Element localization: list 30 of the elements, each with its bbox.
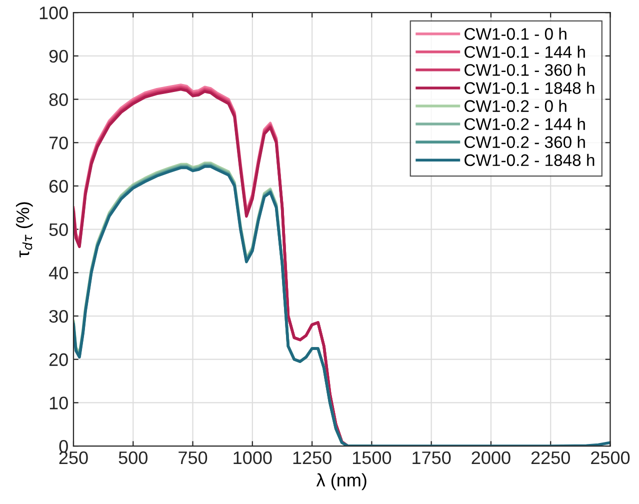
y-tick-label: 40 [48, 266, 68, 280]
legend-label: CW1-0.2 - 0 h [464, 100, 566, 112]
y-axis-title: τ$_{dτ}$ (%) [16, 202, 33, 258]
x-tick-label: 250 [59, 451, 88, 464]
legend-label: CW1-0.2 - 1848 h [464, 154, 594, 166]
legend-label: CW1-0.1 - 360 h [464, 64, 585, 76]
legend-label: CW1-0.2 - 360 h [464, 136, 585, 148]
legend-label: CW1-0.1 - 1848 h [464, 82, 594, 94]
legend-label: CW1-0.2 - 144 h [464, 118, 585, 130]
y-tick-label: 30 [49, 310, 68, 323]
x-tick-label: 1000 [234, 451, 272, 464]
legend-label: CW1-0.1 - 144 h [464, 46, 585, 58]
y-tick-label: 20 [49, 353, 68, 366]
legend-label: CW1-0.1 - 0 h [464, 28, 566, 40]
x-tick-label: 2250 [531, 451, 570, 464]
x-tick-label: 2000 [472, 451, 510, 464]
y-tick-label: 80 [49, 93, 68, 106]
y-tick-label: 70 [49, 136, 68, 150]
y-tick-label: 50 [49, 223, 68, 236]
x-tick-label: 500 [118, 451, 148, 464]
y-tick-label: 100 [40, 6, 68, 20]
x-tick-label: 1750 [412, 451, 451, 464]
y-tick-label: 90 [49, 50, 68, 63]
y-tick-label: 10 [50, 396, 68, 410]
y-tick-label: 60 [49, 180, 68, 193]
x-tick-label: 1250 [293, 451, 332, 464]
x-tick-label: 750 [178, 451, 208, 464]
x-tick-label: 1500 [352, 451, 392, 464]
x-axis-title: λ (nm) [316, 473, 366, 490]
x-tick-label: 2500 [591, 451, 630, 464]
